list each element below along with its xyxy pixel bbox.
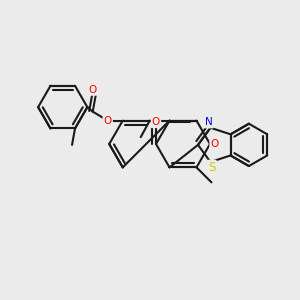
Text: N: N — [205, 117, 213, 128]
Text: O: O — [152, 117, 160, 127]
Text: O: O — [210, 139, 219, 149]
Text: O: O — [88, 85, 97, 95]
Text: O: O — [103, 116, 112, 126]
Text: S: S — [208, 161, 216, 174]
